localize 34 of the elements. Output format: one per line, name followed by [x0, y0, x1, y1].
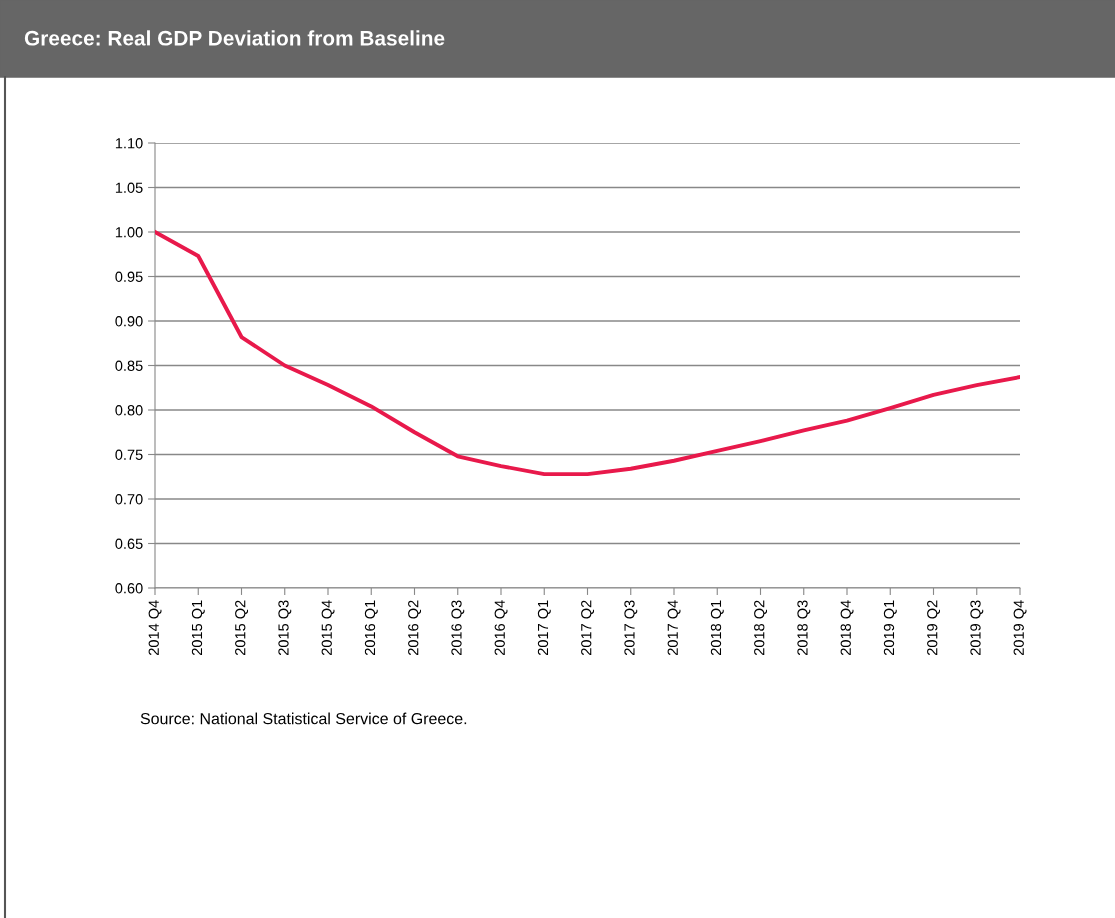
source-note: Source: National Statistical Service of Greece. — [140, 712, 467, 725]
y-tick-label: 0.75 — [115, 449, 143, 460]
x-tick-label: 2015 Q1 — [191, 600, 205, 656]
x-tick-label: 2017 Q4 — [667, 600, 681, 656]
x-tick-label: 2016 Q4 — [494, 600, 508, 656]
x-tick-label: 2019 Q4 — [1013, 600, 1027, 656]
x-tick-label: 2016 Q1 — [364, 600, 378, 656]
x-tick-label: 2018 Q3 — [797, 600, 811, 656]
y-tick-label: 0.70 — [115, 494, 143, 505]
x-tick-label: 2014 Q4 — [148, 600, 162, 656]
x-tick-label: 2015 Q4 — [321, 600, 335, 656]
y-tick-label: 1.00 — [115, 227, 143, 238]
y-tick-label: 0.90 — [115, 316, 143, 327]
y-tick-label: 0.85 — [115, 360, 143, 371]
x-tick-label: 2017 Q2 — [581, 600, 595, 656]
y-tick-label: 0.95 — [115, 271, 143, 282]
x-tick-label: 2019 Q2 — [927, 600, 941, 656]
y-tick-label: 1.05 — [115, 182, 143, 193]
x-tick-label: 2019 Q1 — [883, 600, 897, 656]
y-tick-label: 0.80 — [115, 405, 143, 416]
x-tick-label: 2019 Q3 — [970, 600, 984, 656]
x-tick-label: 2018 Q1 — [710, 600, 724, 656]
x-tick-label: 2015 Q3 — [278, 600, 292, 656]
y-tick-label: 1.10 — [115, 138, 143, 149]
x-tick-label: 2016 Q3 — [451, 600, 465, 656]
x-tick-label: 2018 Q4 — [840, 600, 854, 656]
y-tick-label: 0.60 — [115, 583, 143, 594]
y-tick-label: 0.65 — [115, 538, 143, 549]
x-tick-label: 2017 Q1 — [537, 600, 551, 656]
x-tick-label: 2016 Q2 — [408, 600, 422, 656]
x-tick-label: 2018 Q2 — [754, 600, 768, 656]
chart-title: Greece: Real GDP Deviation from Baseline — [24, 30, 445, 46]
x-tick-label: 2015 Q2 — [235, 600, 249, 656]
x-tick-label: 2017 Q3 — [624, 600, 638, 656]
